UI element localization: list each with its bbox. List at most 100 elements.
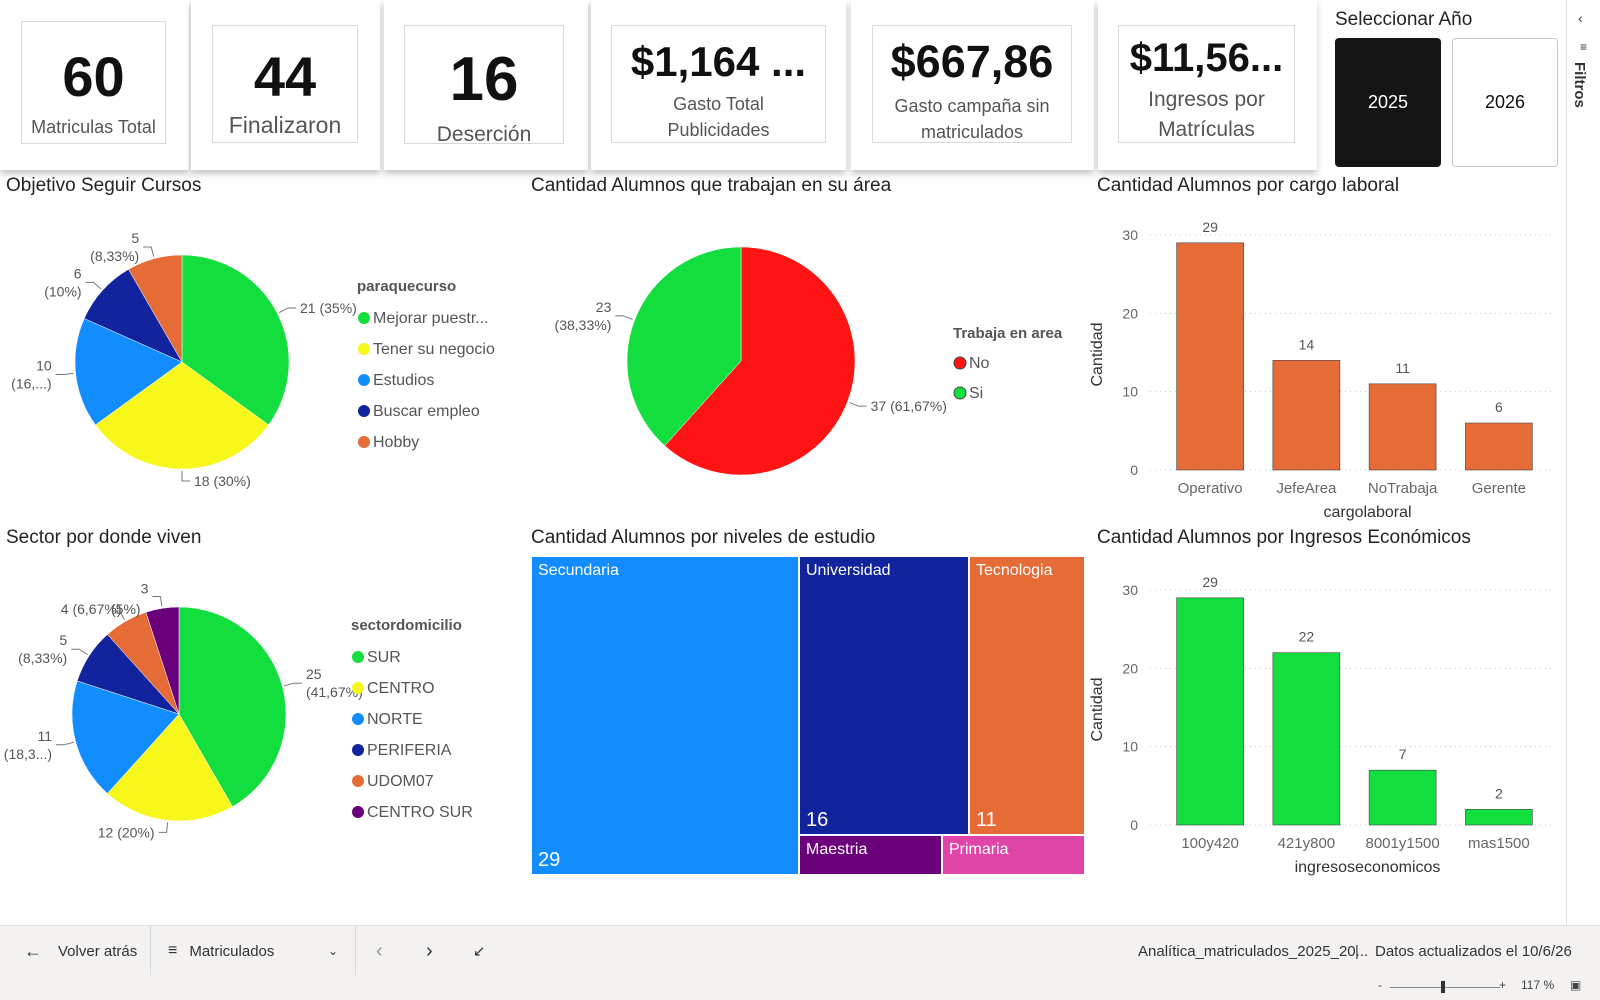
treemap-cell-secundaria[interactable]: Secundaria 29: [531, 556, 799, 875]
legend-item-hobby[interactable]: Hobby: [373, 434, 419, 451]
pie-slice-tener-su-negocio[interactable]: [95, 361, 269, 470]
bar-notrabaja[interactable]: [1368, 383, 1437, 471]
zoom-slider-handle[interactable]: [1441, 981, 1445, 993]
bar-operativo[interactable]: [1176, 242, 1244, 471]
x-tick-label: 421y800: [1278, 835, 1336, 852]
kpi-gasto-total-label-line2: Publicidades: [667, 120, 770, 140]
pie-slice-sur[interactable]: [178, 606, 287, 808]
legend-marker-udom07: [352, 775, 364, 787]
page-selector[interactable]: ≡ Matriculados ⌄: [168, 926, 338, 976]
bar-chart-cargo[interactable]: 0 10 20 30 29 Operativo 14 JefeArea 11 NoTrabaja 6…: [1090, 205, 1565, 525]
kpi-gasto-campana-label-line1: Gasto campaña sin: [894, 96, 1050, 116]
pie-slice-hobby[interactable]: [128, 254, 183, 363]
legend-item-si[interactable]: Si: [969, 385, 983, 402]
pie-slice-si[interactable]: [626, 246, 742, 447]
filter-icon: ≡: [1580, 40, 1588, 54]
legend-marker-centro-sur: [352, 806, 364, 818]
pie-data-label: 23: [596, 299, 612, 315]
legend-item-centro[interactable]: CENTRO: [367, 680, 435, 697]
chart-title-sector: Sector por donde viven: [6, 527, 202, 548]
treemap-cell-tecnologia[interactable]: Tecnologia 11: [969, 556, 1085, 835]
y-axis-label: Cantidad: [1090, 677, 1106, 741]
legend-item-estudios[interactable]: Estudios: [373, 372, 434, 389]
bar-421y800[interactable]: [1272, 652, 1341, 826]
zoom-out-button[interactable]: -: [1378, 978, 1382, 992]
next-page-button[interactable]: ›: [426, 939, 433, 962]
kpi-gasto-total-value: $1,164 ...: [630, 38, 807, 85]
bar-8001y1500[interactable]: [1368, 769, 1437, 826]
pie-slice-centro-sur[interactable]: [145, 606, 180, 715]
kpi-finalizaron-label: Finalizaron: [228, 112, 342, 138]
back-label: Volver atrás: [58, 942, 138, 960]
legend-marker-norte: [352, 713, 364, 725]
pie-slice-centro[interactable]: [107, 713, 233, 822]
kpi-ingresos-card[interactable]: $11,56... Ingresos por Matrículas: [1118, 25, 1295, 143]
legend-item-udom07[interactable]: UDOM07: [367, 773, 434, 790]
pie-data-label: 18 (30%): [194, 473, 251, 489]
filters-label[interactable]: Filtros: [1571, 62, 1588, 108]
year-option-2026[interactable]: 2026: [1452, 38, 1558, 167]
legend-item-centro-sur[interactable]: CENTRO SUR: [367, 804, 473, 821]
zoom-in-button[interactable]: +: [1499, 978, 1507, 992]
pie-slice-norte[interactable]: [71, 680, 180, 794]
kpi-gasto-total-card[interactable]: $1,164 ... Gasto Total Publicidades: [611, 25, 826, 143]
chevron-left-icon[interactable]: ‹: [1578, 10, 1583, 26]
legend-item-norte[interactable]: NORTE: [367, 711, 423, 728]
pie-slice-no[interactable]: [664, 246, 856, 476]
treemap-cell-maestria[interactable]: Maestria: [799, 835, 942, 875]
pie-data-label: 6: [74, 265, 82, 281]
filters-pane[interactable]: [1566, 0, 1600, 925]
bar-gerente[interactable]: [1465, 422, 1533, 471]
kpi-matriculas-card[interactable]: 60 Matriculas Total: [21, 21, 166, 144]
zoom-slider[interactable]: [1390, 987, 1500, 988]
y-tick-label: 0: [1130, 462, 1138, 478]
kpi-gasto-total-panel: $1,164 ... Gasto Total Publicidades: [591, 0, 846, 170]
y-tick-label: 10: [1122, 739, 1138, 755]
bar-data-label: 29: [1202, 574, 1218, 590]
pie-slice-estudios[interactable]: [74, 318, 183, 426]
kpi-desercion-card[interactable]: 16 Deserción: [404, 25, 564, 146]
pie-slice-mejorar-puestr[interactable]: [181, 254, 290, 426]
legend-item-buscar-empleo[interactable]: Buscar empleo: [373, 403, 480, 420]
x-tick-label: JefeArea: [1276, 480, 1337, 497]
legend-item-periferia[interactable]: PERIFERIA: [367, 742, 452, 759]
year-option-2025[interactable]: 2025: [1335, 38, 1441, 167]
prev-page-button[interactable]: ‹: [376, 939, 383, 962]
bar-jefearea[interactable]: [1272, 360, 1341, 471]
x-tick-label: 8001y1500: [1366, 835, 1440, 852]
legend-item-tener-su-negocio[interactable]: Tener su negocio: [373, 341, 495, 358]
treemap-label: Secundaria: [538, 562, 619, 579]
treemap-label: Universidad: [806, 562, 891, 579]
pie-data-label: 3: [141, 580, 149, 596]
x-axis-label: cargolaboral: [1323, 504, 1411, 521]
fit-page-icon[interactable]: ▣: [1570, 978, 1582, 992]
legend-item-no[interactable]: No: [969, 355, 990, 372]
y-tick-label: 10: [1122, 384, 1138, 400]
y-axis-label: Cantidad: [1090, 322, 1106, 386]
chart-title-niveles: Cantidad Alumnos por niveles de estudio: [531, 527, 876, 548]
legend-marker-tener-su-negocio: [358, 343, 370, 355]
bar-100y420[interactable]: [1176, 597, 1244, 826]
bar-mas1500[interactable]: [1465, 809, 1533, 826]
collapse-icon[interactable]: ↙: [473, 943, 486, 960]
back-button[interactable]: ← Volver atrás: [24, 926, 137, 976]
kpi-finalizaron-card[interactable]: 44 Finalizaron: [212, 25, 358, 143]
x-axis-label: ingresoseconomicos: [1295, 859, 1441, 876]
treemap-cell-universidad[interactable]: Universidad 16: [799, 556, 969, 835]
treemap-cell-primaria[interactable]: Primaria: [942, 835, 1085, 875]
treemap-niveles[interactable]: Secundaria 29 Universidad 16 Tecnologia 11 Mae…: [531, 556, 1085, 875]
pie-data-label: 12 (20%): [98, 824, 155, 840]
pie-leader-line: [55, 372, 74, 375]
pie-chart-trabajan[interactable]: 37 (61,67%) 23 (38,33%) Trabaja en area No Si: [525, 205, 1085, 505]
legend-item-mejorar-puestr[interactable]: Mejorar puestr...: [373, 310, 489, 327]
bar-chart-ingresos[interactable]: 0 10 20 30 29 100y420 22 421y800 7 8001y1500 2 mas1…: [1090, 560, 1565, 880]
kpi-gasto-campana-card[interactable]: $667,86 Gasto campaña sin matriculados: [872, 25, 1072, 143]
pie-chart-objetivo[interactable]: 21 (35%) 18 (30%) 10 (16,...) 6 (10%) 5 (8,33%)…: [0, 205, 520, 505]
treemap-value: 16: [806, 809, 829, 831]
chart-title-cargo: Cantidad Alumnos por cargo laboral: [1097, 175, 1400, 196]
kpi-matriculas-panel: 60 Matriculas Total: [0, 0, 189, 170]
legend-item-sur[interactable]: SUR: [367, 649, 401, 666]
legend-marker-si: [953, 386, 967, 400]
pie-leader-line: [284, 682, 302, 687]
pie-chart-sector[interactable]: 25 (41,67%) 12 (20%) 11 (18,3...) 5 (8,33%) 4 (…: [0, 565, 520, 865]
